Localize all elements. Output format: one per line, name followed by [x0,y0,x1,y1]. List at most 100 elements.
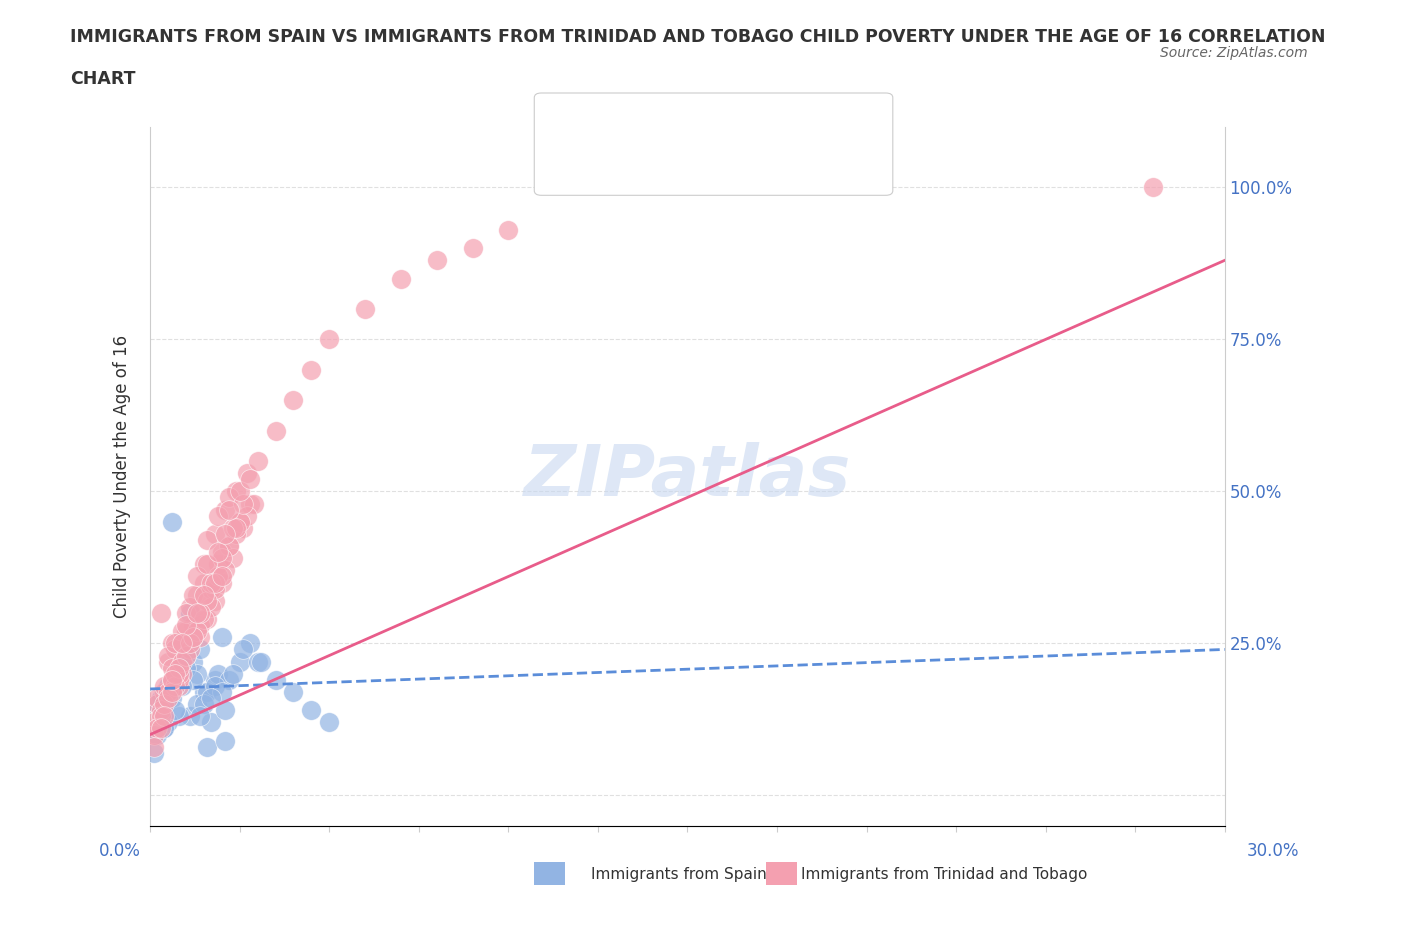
Point [157,679,180,694]
Point [172,666,194,681]
Point [354,301,377,316]
Point [186,624,208,639]
Point [218,538,240,553]
Point [200,581,222,596]
Point [157,648,180,663]
Point [283,392,305,407]
Text: 0.0%: 0.0% [98,842,141,859]
Point [146,691,169,706]
Point [204,575,226,590]
Point [283,684,305,699]
Point [193,557,215,572]
Point [186,587,208,602]
Point [188,605,211,620]
Point [165,679,187,694]
Point [246,454,269,469]
Point [165,703,187,718]
Point [188,642,211,657]
Point [207,509,229,524]
Point [157,654,180,669]
Point [193,684,215,699]
Point [181,630,204,644]
Point [160,636,183,651]
Point [197,684,219,699]
Point [149,703,172,718]
Point [214,563,236,578]
Point [167,679,190,694]
Point [172,636,194,651]
Point [211,684,233,699]
Point [186,697,208,711]
Point [149,709,172,724]
Point [153,684,176,699]
Point [225,526,247,541]
Point [197,533,219,548]
Point [167,672,190,687]
Point [218,490,240,505]
Point [146,697,169,711]
Point [207,569,229,584]
Point [214,502,236,517]
Point [160,684,183,699]
Point [181,630,204,644]
Point [204,593,226,608]
Text: Immigrants from Trinidad and Tobago: Immigrants from Trinidad and Tobago [801,867,1088,882]
Point [157,684,180,699]
Point [264,423,287,438]
Point [186,605,208,620]
Point [149,691,172,706]
Point [200,575,222,590]
Point [225,521,247,536]
Point [318,715,340,730]
Point [167,666,190,681]
Point [153,679,176,694]
Point [211,569,233,584]
Point [142,715,165,730]
Point [197,612,219,627]
Point [186,569,208,584]
Point [172,624,194,639]
Point [181,587,204,602]
Point [197,593,219,608]
Point [174,648,197,663]
Point [160,672,183,687]
Point [165,636,187,651]
Point [153,709,176,724]
Text: R = 0.622   N = 109: R = 0.622 N = 109 [595,158,801,176]
Y-axis label: Child Poverty Under the Age of 16: Child Poverty Under the Age of 16 [114,335,131,618]
Point [160,514,183,529]
Point [179,642,201,657]
Point [204,526,226,541]
Point [160,660,183,675]
Point [200,691,222,706]
Point [228,514,250,529]
Point [211,545,233,560]
Point [142,739,165,754]
Point [149,721,172,736]
Point [498,222,520,237]
Point [200,715,222,730]
Point [239,496,262,511]
Point [221,551,243,565]
Point [160,672,183,687]
Point [167,660,190,675]
Text: 30.0%: 30.0% [1247,842,1299,859]
Point [197,739,219,754]
Point [232,521,254,536]
Point [172,679,194,694]
Point [146,697,169,711]
Point [243,496,266,511]
Point [186,666,208,681]
Point [207,545,229,560]
Text: CHART: CHART [70,70,136,87]
Point [211,630,233,644]
Point [193,587,215,602]
Point [299,363,322,378]
Point [214,703,236,718]
Point [188,618,211,632]
Text: R = 0.070   N =  52: R = 0.070 N = 52 [595,121,801,139]
Point [153,697,176,711]
Point [207,557,229,572]
Point [246,654,269,669]
Point [165,679,187,694]
